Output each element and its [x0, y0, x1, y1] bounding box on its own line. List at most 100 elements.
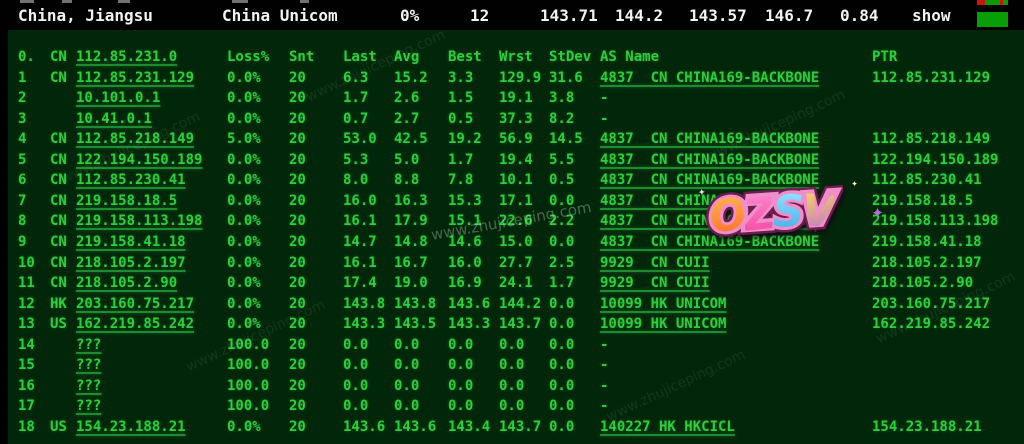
hop-ip-link[interactable]: 112.85.218.149: [76, 131, 195, 148]
summary-location: China, Jiangsu: [18, 6, 153, 25]
as-link[interactable]: 4837 CN CHINA169-BACKBONE: [600, 192, 819, 209]
hop-ip-link[interactable]: ???: [76, 398, 102, 415]
as-link: -: [600, 336, 609, 353]
stdev-value: 0.0: [549, 295, 575, 312]
last-value: 0.0: [343, 357, 369, 374]
as-link[interactable]: 4837 CN CHINA169-BACKBONE: [600, 172, 820, 189]
best-value: 143.4: [448, 418, 491, 435]
sticker-letter: S: [772, 186, 803, 238]
loss-value: 0.0%: [227, 151, 261, 168]
col-loss: Loss%: [227, 49, 270, 65]
as-link[interactable]: 4837 CN CHINA169-BACKBONE: [600, 151, 820, 168]
loss-value: 100.0: [227, 336, 270, 353]
loss-value: 0.0%: [227, 316, 261, 333]
best-value: 16.9: [448, 275, 482, 292]
col-as-name: AS Name: [600, 49, 660, 65]
wrst-value: 19.4: [499, 151, 533, 168]
as-link: -: [600, 110, 609, 127]
stdev-value: 0.0: [549, 316, 575, 333]
as-link: -: [600, 398, 609, 415]
summary-stdev: 0.84: [840, 6, 879, 25]
as-link[interactable]: 4837 CN CHINA169-BACKBONE: [600, 233, 820, 250]
hop-ip-link[interactable]: 203.160.75.217: [76, 295, 195, 312]
hop-index: 5: [18, 151, 27, 168]
as-link[interactable]: 10099 HK UNICOM: [600, 316, 727, 333]
as-link[interactable]: 9929 CN CUII: [600, 254, 710, 271]
country-code: CN: [50, 131, 67, 148]
country-code: CN: [50, 213, 67, 230]
stdev-value: 0.0: [549, 233, 575, 250]
as-link[interactable]: 9929 CN CUII: [600, 275, 710, 292]
summary-last: 143.71: [540, 6, 598, 25]
country-code: CN: [50, 172, 67, 189]
col-best: Best: [448, 49, 482, 65]
as-link[interactable]: 4837 CN CHINA169-BACKBONE: [600, 131, 820, 148]
avg-value: 14.8: [394, 233, 428, 250]
ptr-value: 219.158.113.198: [872, 213, 999, 230]
latency-indicator-red-segment: [977, 0, 985, 5]
last-value: 17.4: [343, 275, 377, 292]
as-link[interactable]: 4837 CN CHINA169-BACKBONE: [600, 69, 820, 86]
wrst-value: 19.1: [499, 90, 533, 107]
ptr-value: 122.194.150.189: [872, 151, 999, 168]
avg-value: 16.3: [394, 192, 428, 209]
hop-row: 16??? 100.0 20 0.0 0.0 0.0 0.0 0.0 -: [8, 376, 1024, 397]
hop-ip-link[interactable]: 219.158.41.18: [76, 233, 186, 250]
hop-ip-link[interactable]: 219.158.113.198: [76, 213, 203, 230]
best-value: 15.3: [448, 192, 482, 209]
wrst-value: 144.2: [499, 295, 542, 312]
best-value: 19.2: [448, 131, 482, 148]
avg-value: 19.0: [394, 275, 428, 292]
hop-index: 11: [18, 275, 35, 292]
hop-ip-link[interactable]: 162.219.85.242: [76, 316, 195, 333]
hop-index: 17: [18, 398, 35, 415]
table-header-row: 0. CN 112.85.231.0 Loss% Snt Last Avg Be…: [8, 47, 1024, 68]
wrst-value: 129.9: [499, 69, 542, 86]
hop-ip-link[interactable]: ???: [76, 336, 102, 353]
wrst-value: 24.1: [499, 275, 533, 292]
hop-ip-link[interactable]: 154.23.188.21: [76, 418, 186, 435]
snt-value: 20: [289, 131, 306, 148]
sticker-letter: V: [799, 184, 835, 239]
hop-row: 14??? 100.0 20 0.0 0.0 0.0 0.0 0.0 -: [8, 335, 1024, 356]
sparkle-icon: ✦: [697, 187, 707, 199]
col-stdev: StDev: [549, 49, 592, 65]
as-link[interactable]: 140227 HK HKCICL: [600, 418, 735, 435]
hop-ip-link[interactable]: ???: [76, 377, 102, 394]
as-link[interactable]: 4837 CN CHINA169-BACKBONE: [600, 213, 819, 230]
avg-value: 143.6: [394, 418, 437, 435]
last-value: 16.1: [343, 213, 377, 230]
stdev-value: 0.0: [549, 418, 575, 435]
hop-row: 13 US 162.219.85.242 0.0% 20 143.3 143.5 143.3 1…: [8, 314, 1024, 335]
hop-ip-link[interactable]: 112.85.231.0: [76, 49, 178, 65]
hop-index: 9: [18, 233, 27, 250]
snt-value: 20: [289, 336, 306, 353]
col-avg: Avg: [394, 49, 420, 65]
hop-ip-link[interactable]: 112.85.230.41: [76, 172, 186, 189]
best-value: 0.0: [448, 336, 474, 353]
hop-ip-link[interactable]: 10.41.0.1: [76, 110, 152, 127]
hop-index: 7: [18, 192, 27, 209]
avg-value: 8.8: [394, 172, 420, 189]
best-value: 3.3: [448, 69, 474, 86]
ptr-value: 154.23.188.21: [872, 418, 982, 435]
hop-ip-link[interactable]: 10.101.0.1: [76, 90, 161, 107]
as-link[interactable]: 10099 HK UNICOM: [600, 295, 727, 312]
hop-ip-link[interactable]: 112.85.231.129: [76, 69, 195, 86]
stdev-value: 14.5: [549, 131, 583, 148]
hop-ip-link[interactable]: 219.158.18.5: [76, 192, 178, 209]
ptr-value: 112.85.231.129: [872, 69, 991, 86]
hop-ip-link[interactable]: ???: [76, 357, 102, 374]
hop-ip-link[interactable]: 122.194.150.189: [76, 151, 203, 168]
wrst-value: 15.0: [499, 233, 533, 250]
snt-value: 20: [289, 254, 306, 271]
last-value: 143.8: [343, 295, 386, 312]
last-value: 0.7: [343, 110, 369, 127]
summary-snt: 12: [470, 6, 490, 25]
hop-ip-link[interactable]: 218.105.2.90: [76, 275, 178, 292]
hop-index: 6: [18, 172, 27, 189]
show-link[interactable]: show: [912, 6, 951, 25]
hop-ip-link[interactable]: 218.105.2.197: [76, 254, 186, 271]
avg-value: 0.0: [394, 336, 420, 353]
stdev-value: 0.0: [549, 192, 575, 209]
